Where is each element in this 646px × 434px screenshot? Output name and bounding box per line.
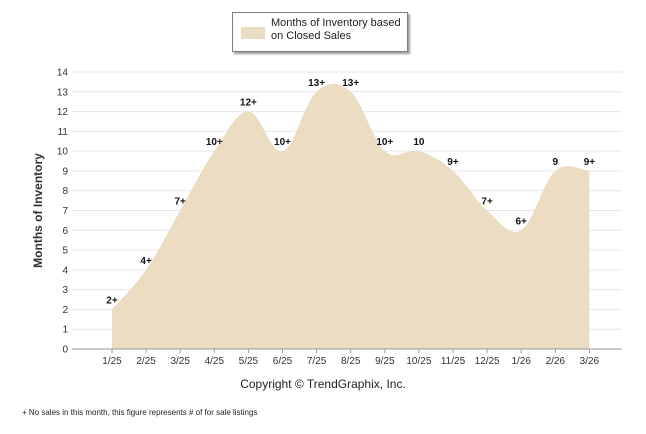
x-tick-label: 2/25 [136, 356, 156, 367]
data-label: 9+ [447, 157, 459, 168]
x-tick-label: 6/25 [273, 356, 293, 367]
legend: Months of Inventory based on Closed Sale… [232, 12, 408, 52]
y-tick-label: 11 [58, 127, 69, 138]
x-tick-label: 12/25 [475, 356, 500, 367]
x-tick-label: 8/25 [341, 356, 361, 367]
legend-label: Months of Inventory based on Closed Sale… [271, 17, 401, 42]
footnote: + No sales in this month, this figure re… [22, 408, 258, 417]
y-tick-label: 13 [57, 87, 69, 98]
y-tick-label: 9 [62, 166, 68, 177]
y-tick-label: 7 [62, 206, 68, 217]
x-tick-label: 5/25 [239, 356, 259, 367]
x-tick-label: 11/25 [441, 356, 466, 367]
x-axis-label: Copyright © TrendGraphix, Inc. [240, 377, 406, 391]
data-label: 7+ [481, 197, 493, 208]
data-label: 6+ [515, 216, 527, 227]
x-axis-ticks: 1/25 2/25 3/25 4/25 5/25 6/25 7/25 8/25 9/25 10/2… [102, 349, 600, 367]
x-tick-label: 7/25 [307, 356, 327, 367]
x-tick-label: 3/26 [580, 356, 600, 367]
x-tick-label: 3/25 [170, 356, 190, 367]
data-label: 13+ [308, 78, 325, 89]
data-label: 10 [413, 137, 425, 148]
data-labels: 2+ 4+ 7+ 10+ 12+ 10+ 13+ 13+ 10+ 10 9+ 7+ 6+ 9 9+ [106, 78, 595, 307]
data-label: 10+ [376, 137, 393, 148]
y-tick-label: 10 [57, 147, 69, 158]
y-tick-label: 12 [57, 107, 69, 118]
y-tick-label: 14 [57, 68, 69, 79]
y-tick-label: 8 [62, 186, 68, 197]
data-label: 13+ [342, 78, 359, 89]
y-tick-label: 5 [62, 246, 68, 257]
x-tick-label: 2/26 [546, 356, 566, 367]
y-tick-label: 1 [62, 325, 68, 336]
data-label: 10+ [274, 137, 291, 148]
area-series [112, 83, 590, 350]
data-label: 9+ [584, 157, 596, 168]
legend-swatch [241, 27, 265, 39]
data-label: 9 [553, 157, 559, 168]
data-label: 2+ [106, 295, 118, 306]
data-label: 7+ [174, 197, 186, 208]
data-label: 4+ [140, 256, 152, 267]
y-tick-label: 4 [62, 265, 68, 276]
x-tick-label: 1/25 [102, 356, 122, 367]
x-tick-label: 10/25 [406, 356, 431, 367]
y-axis-label: Months of Inventory [31, 153, 45, 268]
x-tick-label: 4/25 [205, 356, 225, 367]
y-tick-label: 0 [62, 345, 68, 356]
data-label: 12+ [240, 98, 257, 109]
x-tick-label: 1/26 [511, 356, 531, 367]
data-label: 10+ [206, 137, 223, 148]
y-tick-label: 3 [62, 285, 68, 296]
y-tick-label: 2 [62, 305, 68, 316]
y-tick-label: 6 [62, 226, 68, 237]
x-tick-label: 9/25 [375, 356, 395, 367]
